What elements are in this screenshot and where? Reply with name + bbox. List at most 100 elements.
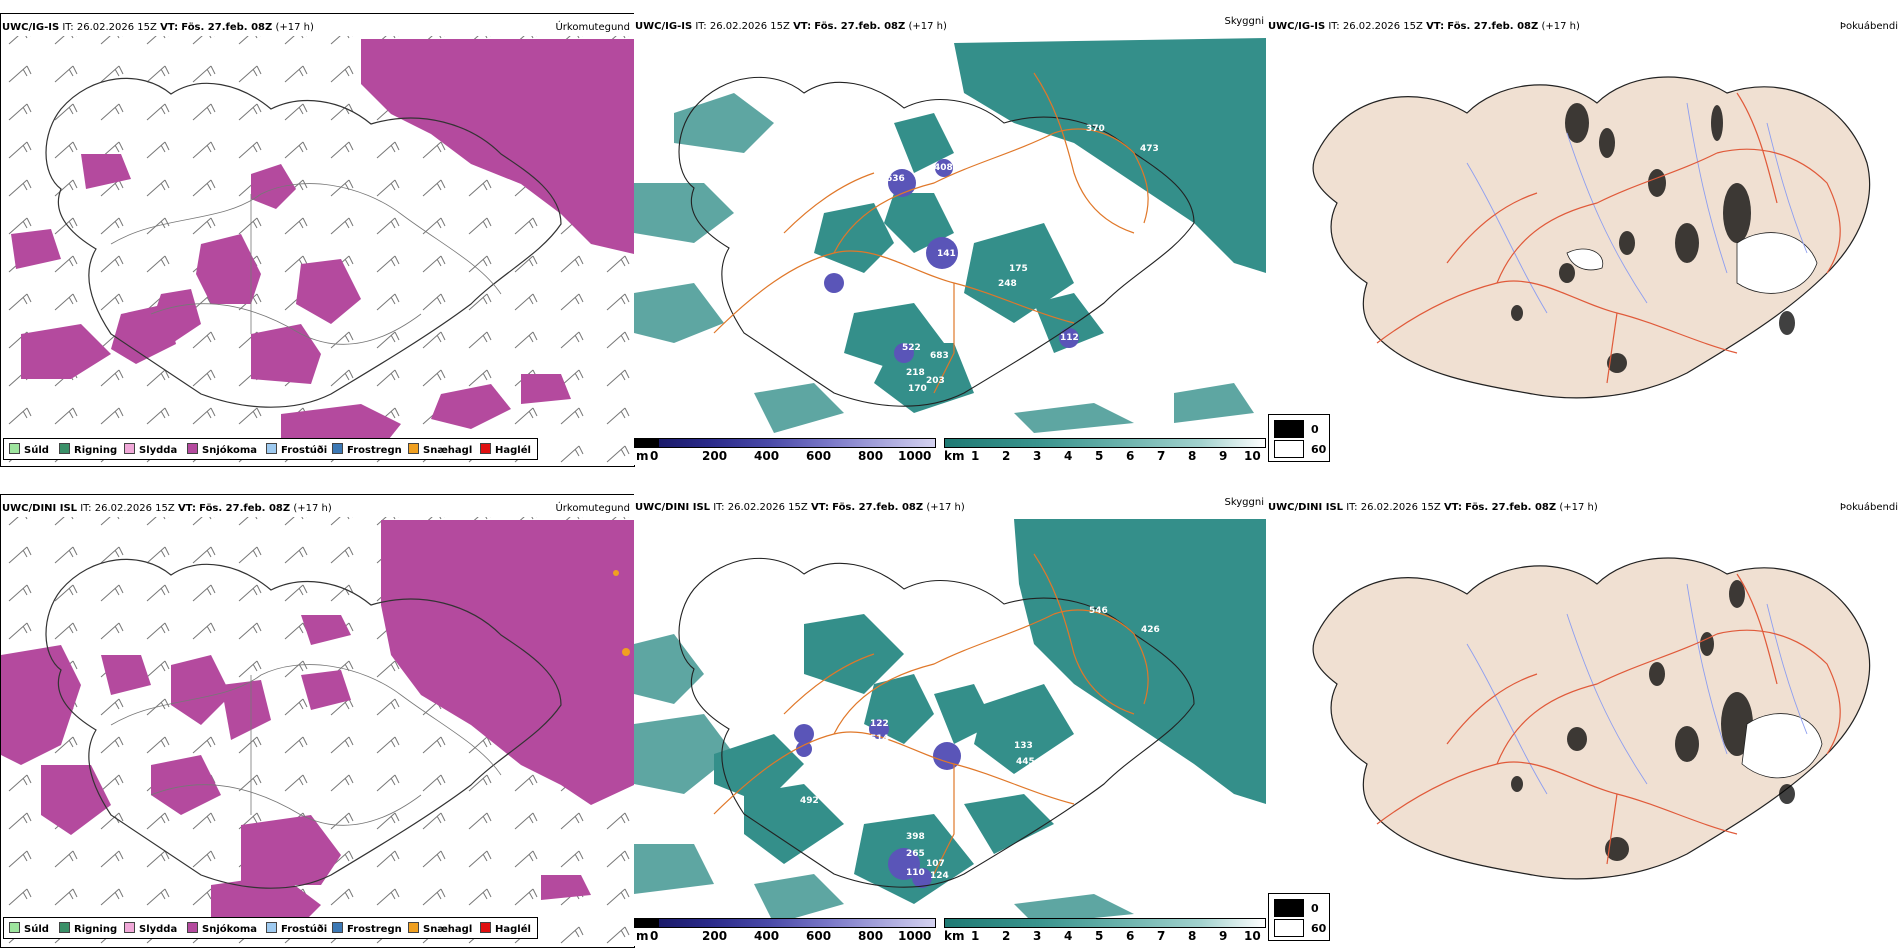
visibility-unit: km [944,449,965,463]
visibility-unit: km [944,929,965,943]
legend-swatch [187,443,198,454]
elevation-gradient [634,918,936,928]
elevation-label: 445 [1016,757,1035,767]
legend-item: Súld [9,922,49,935]
high-elevation-spots [824,159,1079,363]
legend-swatch [332,443,343,454]
elevation-label: 370 [1086,124,1105,134]
it-label: IT: [80,503,92,514]
elevation-tick: 200 [702,449,728,463]
elevation-tick: 800 [858,929,884,943]
legend-item: Frostregn [332,443,402,456]
visibility-tick: 10 [1244,449,1261,463]
visibility-gradient [944,438,1266,448]
snow-areas [1,520,634,935]
fog-map [1312,557,1871,880]
legend-item: Slydda [124,443,177,456]
elevation-label: 492 [800,796,819,806]
elevation-label: 203 [926,376,945,386]
model-name: UWC/IG-IS [2,22,60,33]
legend-item: Frostregn [332,922,402,935]
legend-item: Rigning [59,922,117,935]
lead-time: (+17 h) [1559,502,1598,513]
roads [110,183,502,345]
elevation-tick: 400 [754,449,780,463]
visibility-colorbar: km 1 2 3 4 5 6 7 8 9 10 [944,918,1266,945]
model-name: UWC/IG-IS [1268,21,1326,32]
precip-map [1,517,634,947]
it-label: IT: [62,22,74,33]
low-visibility-areas [634,38,1266,433]
elevation-label: 122 [870,719,889,729]
legend-swatch [266,443,277,454]
fog-key-black-label: 0 [1311,423,1319,436]
vt-value: Fös. 27.feb. 08Z [181,22,273,33]
visibility-tick: 10 [1244,929,1261,943]
visibility-map: 636 408 284 370 473 268 141 175 179 418 … [634,38,1266,433]
visibility-tick: 6 [1126,929,1135,943]
snow-areas [11,39,634,449]
elevation-gradient [634,438,936,448]
elevation-labels: 636 408 284 370 473 268 141 175 179 418 … [852,124,1159,394]
glacier-white [1566,248,1604,271]
roads [713,72,1149,394]
elevation-label: 107 [926,859,945,869]
model-name: UWC/DINI ISL [1268,502,1344,513]
panel-header: UWC/IG-IS IT: 26.02.2026 15Z VT: Fös. 27… [2,22,314,34]
visibility-tick: 5 [1095,449,1104,463]
low-visibility-areas [634,519,1266,924]
elevation-unit: m [636,449,649,463]
vt-value: Fös. 27.feb. 08Z [1447,21,1539,32]
vt-label: VT: [793,21,812,32]
fog-key-white-swatch [1274,440,1304,458]
it-value: 26.02.2026 15Z [1360,502,1441,513]
elevation-label: 426 [1141,625,1160,635]
visibility-tick: 9 [1219,929,1228,943]
rivers [1466,102,1808,314]
it-value: 26.02.2026 15Z [94,503,175,514]
precip-panel-row1: UWC/IG-IS IT: 26.02.2026 15Z VT: Fös. 27… [0,13,635,467]
legend-swatch [408,922,419,933]
iceland-land [1312,557,1871,880]
precip-legend: Súld Rigning Slydda Snjókoma Frostúði Fr… [3,438,538,460]
elevation-label: 218 [906,368,925,378]
vt-label: VT: [810,502,829,513]
lead-time: (+17 h) [293,503,332,514]
panel-header: UWC/IG-IS IT: 26.02.2026 15Z VT: Fös. 27… [635,21,947,33]
iceland-outline [678,76,1195,407]
iceland-outline [45,77,562,408]
elevation-tick: 400 [754,929,780,943]
elevation-label: 473 [1140,144,1159,154]
visibility-tick: 4 [1064,449,1073,463]
elevation-colorbar: m 0 200 400 600 800 1000 [634,918,936,945]
elevation-tick: 1000 [898,929,932,943]
lead-time: (+17 h) [908,21,947,32]
fog-index-key: 0 60 [1268,893,1330,941]
visibility-tick: 3 [1033,929,1042,943]
legend-item: Snjókoma [187,922,257,935]
elevation-tick: 800 [858,449,884,463]
legend-item: Snæhagl [408,443,472,456]
iceland-land [1312,76,1871,399]
legend-item: Haglél [480,443,531,456]
elevation-label: 265 [906,849,925,859]
visibility-tick: 7 [1157,929,1166,943]
panel-title: Þokuábendi [1839,21,1898,32]
visibility-tick: 7 [1157,449,1166,463]
elevation-label: 683 [930,351,949,361]
elevation-label: 233 [806,717,825,727]
fog-key-white-label: 60 [1311,922,1327,935]
it-label: IT: [1346,502,1358,513]
visibility-tick: 1 [971,929,980,943]
panel-title: Skyggni [1224,497,1264,508]
elevation-tick: 600 [806,929,832,943]
graupel-spots [613,570,630,656]
iceland-outline [678,557,1195,888]
elevation-label: 514 [870,734,889,744]
vt-label: VT: [177,503,196,514]
elevation-colorbar: m 0 200 400 600 800 1000 [634,438,936,465]
elevation-label: 636 [886,174,905,184]
legend-swatch [480,443,491,454]
roads [713,553,1149,875]
it-value: 26.02.2026 15Z [76,22,157,33]
